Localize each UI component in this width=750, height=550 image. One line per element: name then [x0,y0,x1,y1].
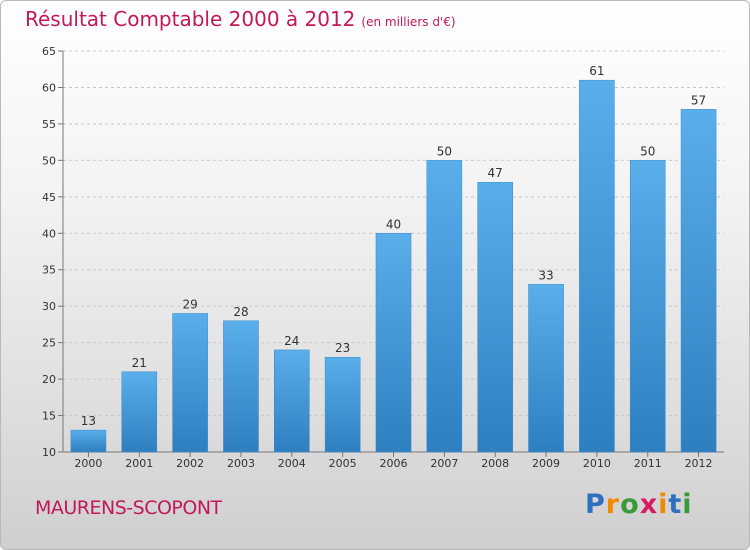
data-label: 21 [132,356,147,370]
y-tick-label: 10 [42,446,56,459]
logo-letter: i [658,489,669,520]
data-label: 57 [691,93,706,107]
bar-2008 [477,181,513,453]
data-label: 23 [335,341,350,355]
y-tick-label: 45 [42,191,56,204]
bar-2010 [579,79,615,453]
x-tick-label: 2002 [176,457,204,470]
logo-letter: x [639,489,659,520]
x-tick-label: 2004 [278,457,306,470]
data-label: 24 [284,334,299,348]
bar-2005 [324,356,361,453]
bar-2001 [121,371,158,453]
data-label: 13 [81,414,96,428]
logo-letter: t [668,489,683,520]
x-tick-label: 2003 [227,457,255,470]
x-tick-label: 2011 [634,457,662,470]
x-tick-label: 2012 [685,457,713,470]
proxiti-logo: Proxiti [585,489,693,520]
y-tick-label: 50 [42,154,56,167]
data-label: 33 [538,268,553,282]
data-label: 61 [589,64,604,78]
chart-title: Résultat Comptable 2000 à 2012 (en millie… [25,7,456,31]
y-tick-label: 60 [42,81,56,94]
bars [70,79,717,453]
x-tick-label: 2006 [380,457,408,470]
bar-2003 [223,320,259,453]
x-tick-label: 2007 [430,457,458,470]
y-tick-label: 65 [42,45,56,58]
bar-2012 [680,109,717,453]
x-tick-label: 2008 [481,457,509,470]
logo-letter: r [605,489,621,520]
y-tick-label: 25 [42,337,56,350]
data-label: 50 [437,144,452,158]
x-tick-label: 2001 [125,457,153,470]
y-tick-label: 20 [42,373,56,386]
bar-2006 [375,233,412,453]
chart-subtitle: (en milliers d'€) [361,15,456,29]
data-label: 47 [488,166,503,180]
bar-2000 [70,429,107,453]
logo-letter: i [682,489,693,520]
data-label: 40 [386,217,401,231]
y-tick-label: 40 [42,227,56,240]
data-label: 28 [233,305,248,319]
labels: 10 15 20 25 30 35 40 45 50 55 60 65 2000 13 2001 21 2002… [42,45,713,470]
data-label: 50 [640,144,655,158]
bar-2009 [528,284,564,453]
bar-2007 [426,160,463,453]
x-tick-label: 2009 [532,457,560,470]
bar-2002 [172,313,208,453]
logo-letter: o [620,489,640,520]
x-tick-label: 2000 [74,457,102,470]
x-tick-label: 2010 [583,457,611,470]
bar-2004 [274,349,310,453]
chart-title-main: Résultat Comptable 2000 à 2012 [25,7,356,31]
data-label: 29 [182,297,197,311]
commune-name: MAURENS-SCOPONT [35,497,222,519]
logo-letter: P [585,489,606,520]
y-tick-label: 35 [42,264,56,277]
bar-2011 [629,160,666,453]
y-tick-label: 55 [42,118,56,131]
y-tick-label: 15 [42,410,56,423]
x-tick-label: 2005 [329,457,357,470]
y-tick-label: 30 [42,300,56,313]
